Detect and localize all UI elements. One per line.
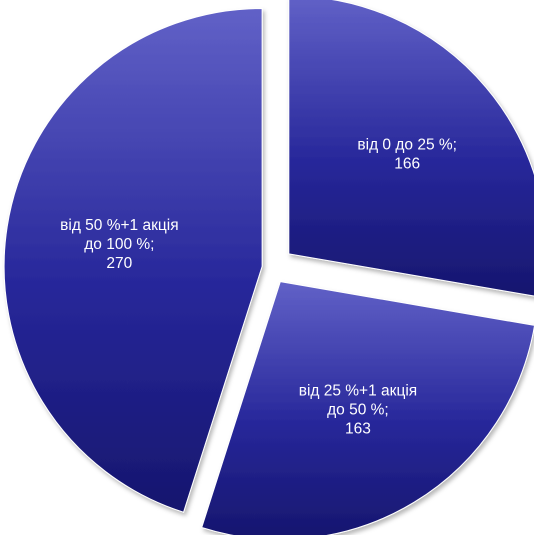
slice-label-line: до 100 %; [84, 236, 154, 253]
slice-label-line: до 50 %; [327, 402, 389, 419]
slice-label-0-25: від 0 до 25 %; 166 [357, 137, 457, 173]
pie-slice-25-50 [201, 281, 534, 535]
slices-layer [3, 0, 534, 535]
slice-label-line: 163 [345, 421, 371, 438]
slice-label-50-100: від 50 %+1 акція до 100 %; 270 [60, 217, 178, 272]
labels-layer: від 0 до 25 %; 166 від 25 %+1 акція до 50 %… [60, 137, 457, 438]
slice-label-line: від 25 %+1 акція [299, 383, 417, 400]
pie-slice-0-25 [288, 0, 534, 297]
pie-slice-50-100 [3, 7, 263, 513]
slice-label-25-50: від 25 %+1 акція до 50 %; 163 [299, 383, 417, 438]
slice-label-line: від 50 %+1 акція [60, 217, 178, 234]
slice-label-line: 166 [394, 156, 420, 173]
slice-label-line: від 0 до 25 %; [357, 137, 457, 154]
slice-label-line: 270 [106, 255, 132, 272]
